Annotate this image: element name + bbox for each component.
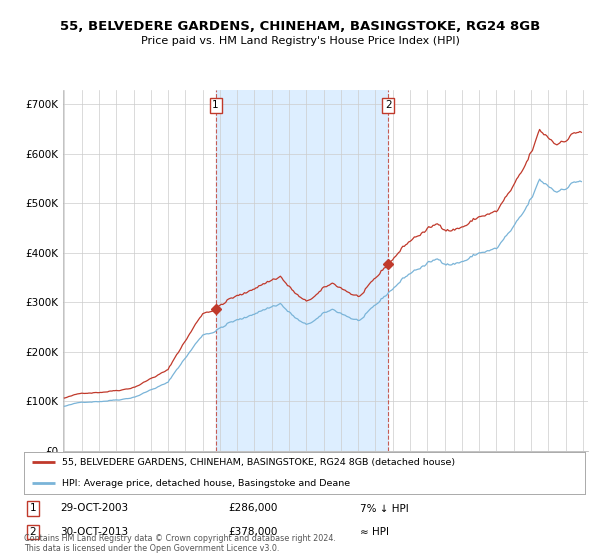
Text: 2: 2 [29, 527, 37, 537]
Text: 30-OCT-2013: 30-OCT-2013 [60, 527, 128, 537]
Text: 55, BELVEDERE GARDENS, CHINEHAM, BASINGSTOKE, RG24 8GB (detached house): 55, BELVEDERE GARDENS, CHINEHAM, BASINGS… [62, 458, 455, 467]
Text: 55, BELVEDERE GARDENS, CHINEHAM, BASINGSTOKE, RG24 8GB: 55, BELVEDERE GARDENS, CHINEHAM, BASINGS… [60, 20, 540, 32]
Text: 7% ↓ HPI: 7% ↓ HPI [360, 503, 409, 514]
Text: ≈ HPI: ≈ HPI [360, 527, 389, 537]
Text: 1: 1 [29, 503, 37, 514]
Text: £378,000: £378,000 [228, 527, 277, 537]
Text: HPI: Average price, detached house, Basingstoke and Deane: HPI: Average price, detached house, Basi… [62, 479, 350, 488]
Text: Contains HM Land Registry data © Crown copyright and database right 2024.
This d: Contains HM Land Registry data © Crown c… [24, 534, 336, 553]
Text: Price paid vs. HM Land Registry's House Price Index (HPI): Price paid vs. HM Land Registry's House … [140, 36, 460, 46]
Bar [215, 90, 388, 451]
Text: 2: 2 [385, 100, 392, 110]
Text: £286,000: £286,000 [228, 503, 277, 514]
Text: 1: 1 [212, 100, 219, 110]
Text: 29-OCT-2003: 29-OCT-2003 [60, 503, 128, 514]
